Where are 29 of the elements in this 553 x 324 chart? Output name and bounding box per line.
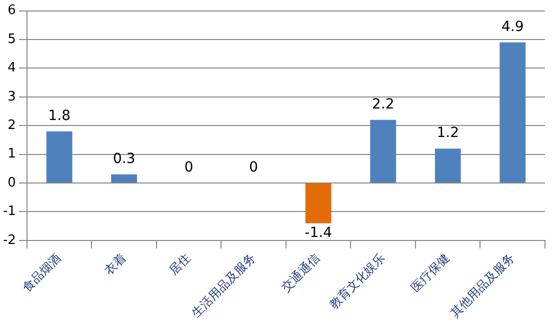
- bar: [305, 184, 332, 224]
- bar: [111, 174, 138, 183]
- y-tick-label: -1: [2, 204, 16, 220]
- x-tick-label: 交通通信: [278, 250, 323, 295]
- y-tick-label: 1: [8, 146, 16, 162]
- data-label: 1.8: [48, 108, 70, 124]
- y-tick-label: 6: [8, 3, 16, 18]
- y-tick-label: 5: [8, 32, 16, 47]
- bar: [500, 42, 526, 183]
- data-label: 0: [184, 160, 194, 176]
- x-tick-label: 衣着: [102, 250, 128, 278]
- x-tick-label: 医疗保健: [408, 250, 452, 295]
- y-tick-label: 3: [8, 89, 16, 104]
- data-label: 1.2: [436, 125, 459, 142]
- x-tick-label: 居住: [166, 250, 194, 278]
- bar: [434, 148, 461, 183]
- x-tick-label: 食品烟酒: [20, 250, 64, 295]
- bar: [370, 120, 396, 183]
- x-tick-label: 教育文化娱乐: [326, 250, 388, 312]
- y-tick-label: 0: [8, 175, 16, 190]
- data-label: 4.9: [501, 19, 524, 36]
- data-label: 0: [249, 160, 258, 176]
- y-tick-label: 2: [8, 118, 16, 133]
- y-tick-label: -2: [2, 232, 16, 248]
- data-label: -1.4: [304, 224, 332, 241]
- bar: [46, 131, 72, 183]
- data-label: 2.2: [372, 96, 394, 113]
- data-label: 0.3: [112, 151, 136, 168]
- y-tick-label: 4: [8, 60, 16, 76]
